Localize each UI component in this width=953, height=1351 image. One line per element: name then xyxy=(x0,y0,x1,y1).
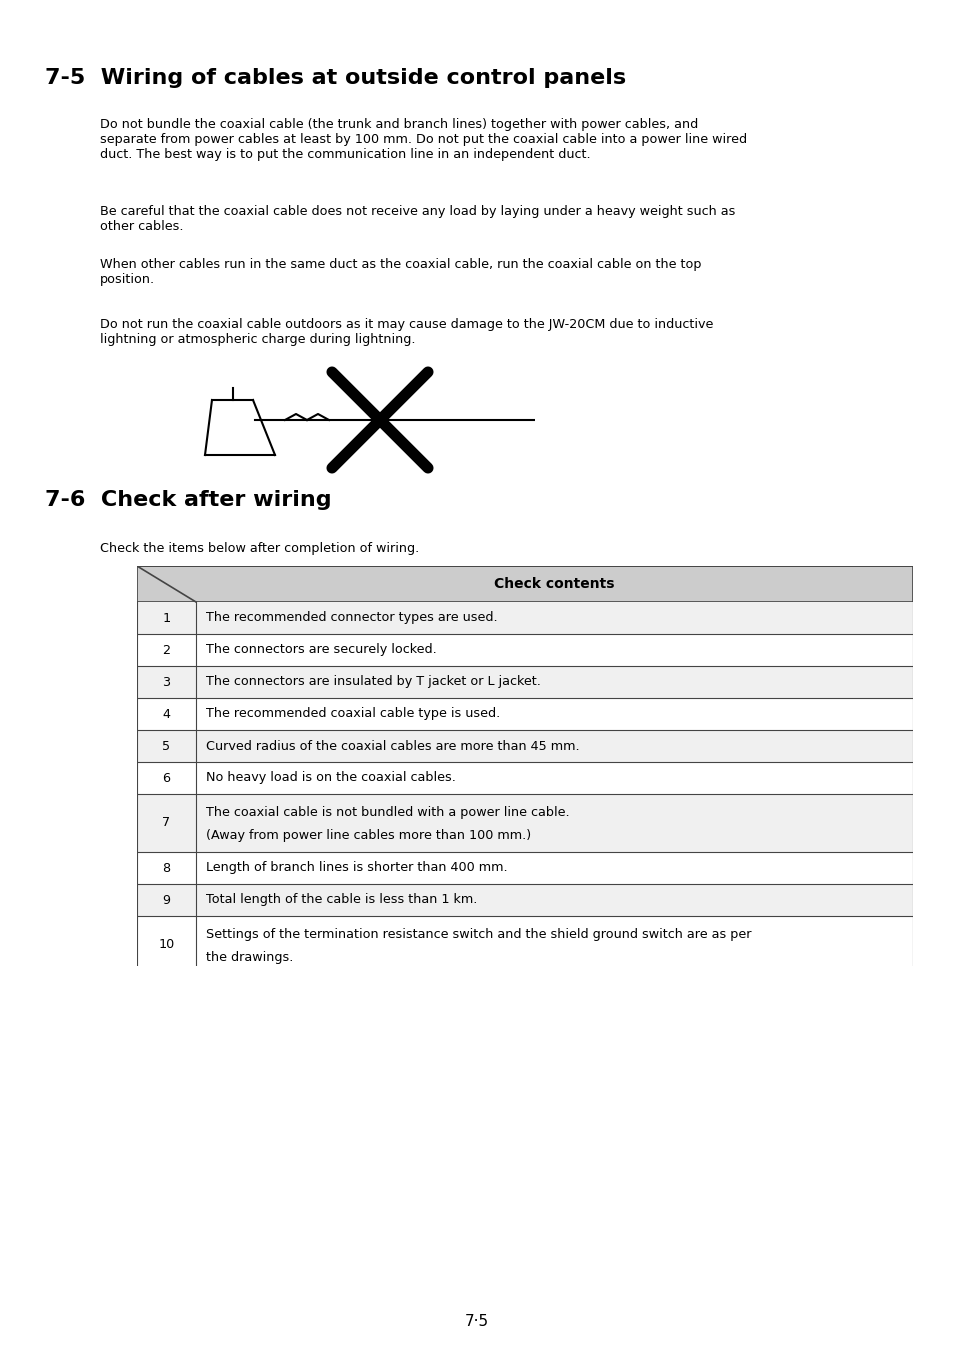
Bar xyxy=(137,762,912,794)
Text: 3: 3 xyxy=(162,676,171,689)
Text: Do not run the coaxial cable outdoors as it may cause damage to the JW-20CM due : Do not run the coaxial cable outdoors as… xyxy=(100,317,713,346)
Bar xyxy=(137,603,912,634)
Text: (Away from power line cables more than 100 mm.): (Away from power line cables more than 1… xyxy=(206,830,531,842)
Text: No heavy load is on the coaxial cables.: No heavy load is on the coaxial cables. xyxy=(206,771,456,785)
Text: 10: 10 xyxy=(158,939,174,951)
Text: 9: 9 xyxy=(162,893,171,907)
Text: Be careful that the coaxial cable does not receive any load by laying under a he: Be careful that the coaxial cable does n… xyxy=(100,205,735,232)
Text: 7·5: 7·5 xyxy=(464,1315,489,1329)
Text: 1: 1 xyxy=(162,612,171,624)
Text: Curved radius of the coaxial cables are more than 45 mm.: Curved radius of the coaxial cables are … xyxy=(206,739,579,753)
Text: 7-6  Check after wiring: 7-6 Check after wiring xyxy=(45,490,332,509)
Text: Do not bundle the coaxial cable (the trunk and branch lines) together with power: Do not bundle the coaxial cable (the tru… xyxy=(100,118,746,161)
Text: 7-5  Wiring of cables at outside control panels: 7-5 Wiring of cables at outside control … xyxy=(45,68,625,88)
Bar xyxy=(137,666,912,698)
Text: 7: 7 xyxy=(162,816,171,830)
Bar xyxy=(137,852,912,884)
Text: Check the items below after completion of wiring.: Check the items below after completion o… xyxy=(100,542,418,555)
Bar xyxy=(137,730,912,762)
Text: The coaxial cable is not bundled with a power line cable.: The coaxial cable is not bundled with a … xyxy=(206,807,569,819)
Text: 6: 6 xyxy=(162,771,171,785)
Text: The recommended connector types are used.: The recommended connector types are used… xyxy=(206,612,497,624)
Text: The connectors are insulated by T jacket or L jacket.: The connectors are insulated by T jacket… xyxy=(206,676,540,689)
Text: 2: 2 xyxy=(162,643,171,657)
Text: Total length of the cable is less than 1 km.: Total length of the cable is less than 1… xyxy=(206,893,476,907)
Text: Length of branch lines is shorter than 400 mm.: Length of branch lines is shorter than 4… xyxy=(206,862,507,874)
Text: Settings of the termination resistance switch and the shield ground switch are a: Settings of the termination resistance s… xyxy=(206,928,751,942)
Bar xyxy=(137,634,912,666)
Text: Check contents: Check contents xyxy=(494,577,614,590)
Bar xyxy=(137,916,912,974)
Text: 8: 8 xyxy=(162,862,171,874)
Text: 5: 5 xyxy=(162,739,171,753)
Bar xyxy=(137,698,912,730)
Bar xyxy=(137,794,912,852)
Text: The connectors are securely locked.: The connectors are securely locked. xyxy=(206,643,436,657)
Text: When other cables run in the same duct as the coaxial cable, run the coaxial cab: When other cables run in the same duct a… xyxy=(100,258,700,286)
Text: 4: 4 xyxy=(162,708,171,720)
Text: The recommended coaxial cable type is used.: The recommended coaxial cable type is us… xyxy=(206,708,499,720)
Bar xyxy=(137,566,912,603)
Text: the drawings.: the drawings. xyxy=(206,951,294,965)
Bar xyxy=(137,884,912,916)
